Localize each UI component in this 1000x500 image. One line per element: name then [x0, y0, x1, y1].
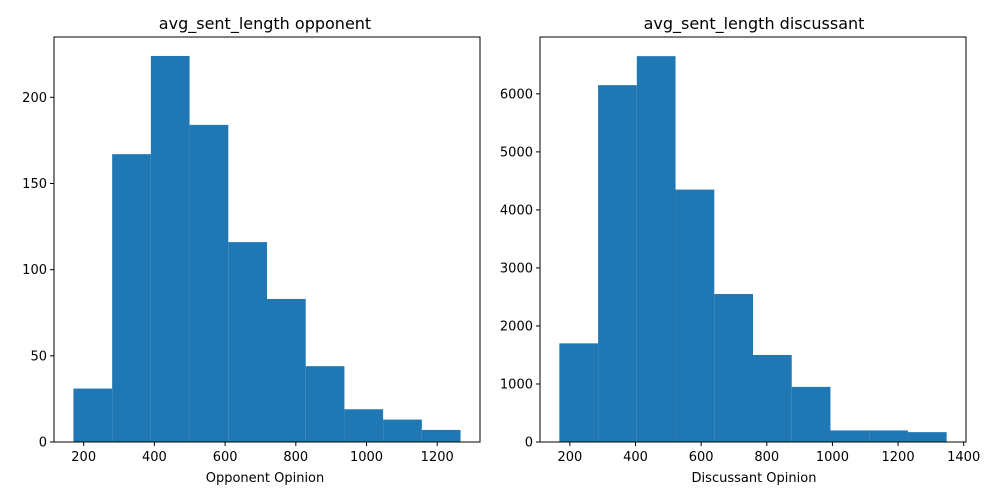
- y-tick-label-discussant-3000: 3000: [500, 261, 533, 276]
- bars-discussant: [559, 56, 947, 443]
- opponent-histogram-panel: avg_sent_length opponent 200 400 600 800 100…: [22, 14, 481, 486]
- y-tick-label-discussant-1000: 1000: [500, 377, 533, 392]
- ticks-opponent: 200 400 600 800 1000 1200 0 50 100 150 200: [22, 91, 454, 465]
- bar-discussant-2: [636, 56, 676, 443]
- x-tick-label-discussant-400: 400: [623, 450, 648, 465]
- y-tick-label-opponent-150: 150: [22, 177, 47, 192]
- y-tick-label-opponent-200: 200: [22, 91, 47, 106]
- bar-discussant-3: [675, 189, 715, 442]
- chart-title-opponent: avg_sent_length opponent: [159, 14, 371, 34]
- x-tick-label-discussant-200: 200: [557, 450, 582, 465]
- bar-discussant-4: [714, 294, 753, 442]
- bar-opponent-7: [344, 409, 384, 442]
- x-tick-label-opponent-1200: 1200: [421, 450, 454, 465]
- y-tick-label-opponent-50: 50: [30, 349, 47, 364]
- bar-opponent-6: [305, 366, 345, 442]
- bar-opponent-4: [228, 242, 267, 442]
- bar-opponent-9: [421, 429, 461, 442]
- y-tick-label-discussant-5000: 5000: [500, 145, 533, 160]
- bar-opponent-5: [267, 298, 306, 442]
- y-tick-label-discussant-6000: 6000: [500, 87, 533, 102]
- x-tick-label-opponent-200: 200: [71, 450, 96, 465]
- bar-discussant-6: [791, 386, 831, 442]
- bar-discussant-8: [869, 430, 908, 442]
- x-tick-label-discussant-1000: 1000: [816, 450, 849, 465]
- bar-discussant-7: [830, 430, 870, 442]
- x-tick-label-opponent-400: 400: [142, 450, 167, 465]
- x-axis-label-discussant: Discussant Opinion: [692, 471, 817, 486]
- bar-opponent-3: [189, 124, 229, 442]
- bar-opponent-1: [112, 154, 151, 442]
- x-tick-label-opponent-800: 800: [283, 450, 308, 465]
- x-tick-label-discussant-1400: 1400: [947, 450, 980, 465]
- y-tick-label-opponent-100: 100: [22, 263, 47, 278]
- bar-opponent-2: [150, 55, 190, 443]
- x-tick-label-discussant-800: 800: [754, 450, 779, 465]
- bar-discussant-1: [598, 85, 637, 442]
- bar-discussant-0: [559, 343, 599, 442]
- bar-opponent-0: [73, 388, 113, 442]
- bars-opponent: [73, 55, 461, 443]
- y-tick-label-discussant-2000: 2000: [500, 319, 533, 334]
- x-axis-label-opponent: Opponent Opinion: [206, 471, 325, 486]
- y-tick-label-discussant-0: 0: [525, 436, 533, 451]
- bar-discussant-9: [907, 432, 947, 442]
- bar-discussant-5: [753, 354, 792, 442]
- plot-frame-discussant: [539, 36, 967, 443]
- y-tick-label-discussant-4000: 4000: [500, 203, 533, 218]
- plot-frame-opponent: [53, 36, 481, 443]
- ticks-discussant: 200 400 600 800 1000 1200 1400 0 1000 2000 3000 400…: [500, 87, 980, 465]
- bar-opponent-8: [383, 419, 422, 442]
- x-tick-label-opponent-600: 600: [213, 450, 238, 465]
- chart-title-discussant: avg_sent_length discussant: [644, 14, 865, 34]
- x-tick-label-discussant-600: 600: [689, 450, 714, 465]
- x-tick-label-discussant-1200: 1200: [882, 450, 915, 465]
- discussant-histogram-panel: avg_sent_length discussant 200 400 600 800 1…: [500, 14, 980, 486]
- x-tick-label-opponent-1000: 1000: [350, 450, 383, 465]
- y-tick-label-opponent-0: 0: [39, 436, 47, 451]
